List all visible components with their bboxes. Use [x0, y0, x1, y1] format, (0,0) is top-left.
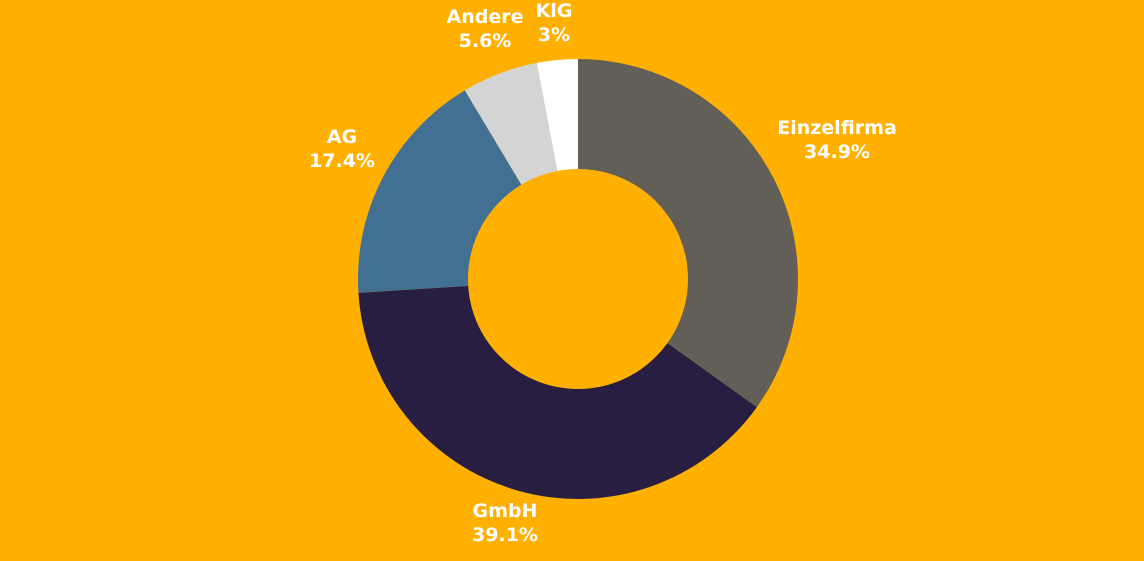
- slice-value-label: 39.1%: [472, 524, 538, 546]
- slice-name-label: AG: [327, 126, 357, 148]
- donut-hole: [468, 169, 688, 389]
- slice-gmbh: [358, 279, 757, 499]
- slice-value-label: 3%: [538, 24, 570, 46]
- slice-name-label: GmbH: [473, 500, 538, 522]
- slice-name-label: Einzelfirma: [777, 117, 897, 139]
- slice-value-label: 34.9%: [804, 141, 870, 163]
- slice-einzelfirma: [578, 59, 799, 408]
- slice-value-label: 5.6%: [459, 30, 512, 52]
- slice-name-label: KlG: [536, 0, 573, 22]
- slice-value-label: 17.4%: [309, 150, 375, 172]
- slices-layer: [357, 59, 799, 499]
- slice-name-label: Andere: [447, 6, 524, 28]
